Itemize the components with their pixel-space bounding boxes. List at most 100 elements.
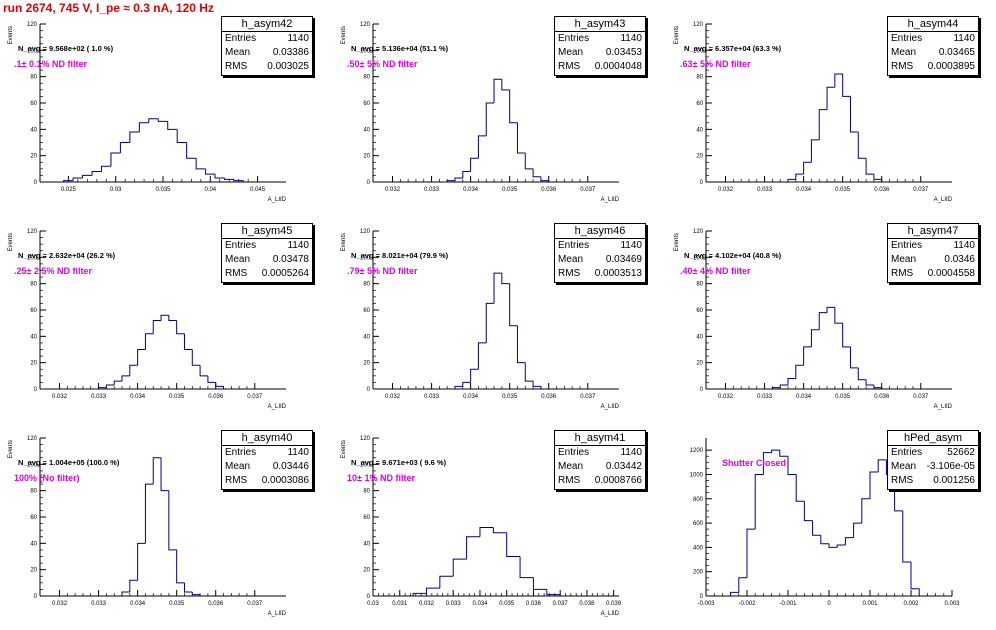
navg-label: N_avg = 1.004e+05 (100.0 %) xyxy=(18,458,120,467)
stats-title: h_asym41 xyxy=(555,431,645,446)
histogram-pad-h-asym44: 0 20 40 60 80 100 120 0.032 0.033 0.034 0.035 0.036… xyxy=(666,16,986,216)
histogram-bin xyxy=(532,381,541,387)
histogram-bin xyxy=(224,178,234,180)
x-tick-label: 0.032 xyxy=(52,601,68,607)
histogram-svg: 0 20 40 60 80 100 120 0.03 0.031 0.032 0.033 0.034 0… xyxy=(341,436,622,617)
y-tick-label: 40 xyxy=(30,541,37,547)
stats-mean-label: Mean xyxy=(225,254,251,265)
x-tick-label: 0.03 xyxy=(110,187,122,193)
y-tick-label: 80 xyxy=(363,75,370,81)
histogram-bin xyxy=(168,490,177,551)
histogram-bin xyxy=(176,549,185,584)
stats-entries-row: Entries 52662 xyxy=(888,446,978,460)
stats-mean-value: 0.03446 xyxy=(272,461,309,472)
x-tick-label: 0.036 xyxy=(208,394,224,400)
histogram-svg: 0 20 40 60 80 100 120 0.032 0.033 0.034 0.035 0.036… xyxy=(674,229,953,410)
histogram-bin xyxy=(492,527,507,534)
histogram-bin xyxy=(195,158,206,170)
y-tick-label: 20 xyxy=(696,361,703,367)
x-tick-label: 0.034 xyxy=(130,601,146,607)
stats-box: h_asym47 Entries 1140 Mean 0.0346 RMS 0.000… xyxy=(887,223,979,283)
x-tick-label: 0.035 xyxy=(502,394,518,400)
stats-box: h_asym46 Entries 1140 Mean 0.03469 RMS 0.00… xyxy=(554,223,646,283)
x-tick-label: 0.001 xyxy=(862,601,878,607)
histogram-bin xyxy=(524,153,534,170)
y-tick-label: 60 xyxy=(696,101,703,107)
histogram-bin xyxy=(110,152,121,167)
histogram-bin xyxy=(446,180,455,182)
stats-rms-value: 0.0003513 xyxy=(594,268,642,279)
stats-title: h_asym46 xyxy=(555,224,645,239)
stats-rms-label: RMS xyxy=(891,475,914,486)
histogram-bin xyxy=(148,118,159,123)
histogram-bin xyxy=(121,591,130,596)
histogram-bin xyxy=(439,575,454,589)
histogram-bin xyxy=(779,384,788,388)
histogram-bin xyxy=(836,544,846,548)
stats-entries-label: Entries xyxy=(558,447,590,458)
histogram-bin xyxy=(121,375,130,382)
stats-mean-value: 0.03469 xyxy=(605,254,642,265)
histogram-bin xyxy=(849,346,859,369)
stats-entries-label: Entries xyxy=(558,33,590,44)
stats-rms-row: RMS 0.001256 xyxy=(888,474,978,488)
x-tick-label: 0.037 xyxy=(580,394,596,400)
y-tick-label: 80 xyxy=(30,282,37,288)
x-tick-label: 0.031 xyxy=(392,601,408,607)
histogram-bin xyxy=(144,333,154,350)
x-tick-label: 0.036 xyxy=(541,394,557,400)
y-axis-title: Events xyxy=(341,26,347,44)
histogram-pad-h-asym42: 0 20 40 60 80 100 120 0.025 0.03 0.035 0.04 0.045 Ev… xyxy=(0,16,320,216)
y-axis-title: Events xyxy=(8,26,14,44)
y-tick-label: 800 xyxy=(693,497,704,503)
y-axis-title: Events xyxy=(674,26,680,44)
stats-entries-label: Entries xyxy=(225,33,257,44)
filter-label: .79± 5% ND filter xyxy=(347,266,418,276)
stats-mean-row: Mean 0.03446 xyxy=(222,460,312,474)
stats-entries-label: Entries xyxy=(891,33,923,44)
histogram-bin xyxy=(485,102,495,136)
x-tick-label: 0.039 xyxy=(606,601,622,607)
y-tick-label: 80 xyxy=(363,282,370,288)
x-axis-title: A_LIID xyxy=(268,197,287,203)
histogram-bin xyxy=(233,179,244,182)
histogram-bin xyxy=(493,272,502,304)
stats-entries-value: 52662 xyxy=(947,447,975,458)
y-tick-label: 0 xyxy=(700,387,704,393)
x-tick-label: 0.034 xyxy=(796,187,812,193)
histogram-bin xyxy=(105,384,115,388)
x-tick-label: 0.04 xyxy=(204,187,216,193)
stats-rms-label: RMS xyxy=(225,268,248,279)
histogram-bin xyxy=(540,176,549,182)
stats-entries-label: Entries xyxy=(891,447,923,458)
histogram-bin xyxy=(771,387,781,389)
histogram-bin xyxy=(873,174,882,180)
histogram-bin xyxy=(812,520,821,536)
histogram-bin xyxy=(803,161,812,175)
histogram-bin xyxy=(810,329,820,347)
x-tick-label: 0.035 xyxy=(499,601,515,607)
stats-rms-value: 0.0003895 xyxy=(927,61,975,72)
x-tick-label: 0.033 xyxy=(91,601,107,607)
x-axis-title: A_LIID xyxy=(934,404,953,410)
stats-mean-row: Mean 0.03386 xyxy=(222,46,312,60)
stats-box: h_asym45 Entries 1140 Mean 0.03478 RMS 0.00… xyxy=(221,223,313,283)
x-tick-label: 0.034 xyxy=(463,394,479,400)
run-title: run 2674, 745 V, I_pe ≈ 0.3 nA, 120 Hz xyxy=(3,1,214,15)
y-tick-label: 20 xyxy=(696,154,703,160)
stats-mean-label: Mean xyxy=(558,254,584,265)
stats-entries-value: 1140 xyxy=(620,447,642,458)
stats-entries-value: 1140 xyxy=(287,240,309,251)
histogram-bin xyxy=(157,118,168,122)
x-axis-title: A_LIID xyxy=(934,197,953,203)
stats-mean-label: Mean xyxy=(558,461,584,472)
stats-entries-row: Entries 1140 xyxy=(222,239,312,253)
histogram-bin xyxy=(91,170,102,176)
navg-label: N_avg = 8.021e+04 (79.9 %) xyxy=(351,251,449,260)
y-tick-label: 0 xyxy=(367,180,371,186)
stats-mean-row: Mean 0.03453 xyxy=(555,46,645,60)
histogram-bin xyxy=(873,385,882,389)
navg-label: N_avg = 9.671e+03 ( 9.6 %) xyxy=(351,458,447,467)
stats-rms-row: RMS 0.0003086 xyxy=(222,474,312,488)
x-tick-label: 0.036 xyxy=(208,601,224,607)
